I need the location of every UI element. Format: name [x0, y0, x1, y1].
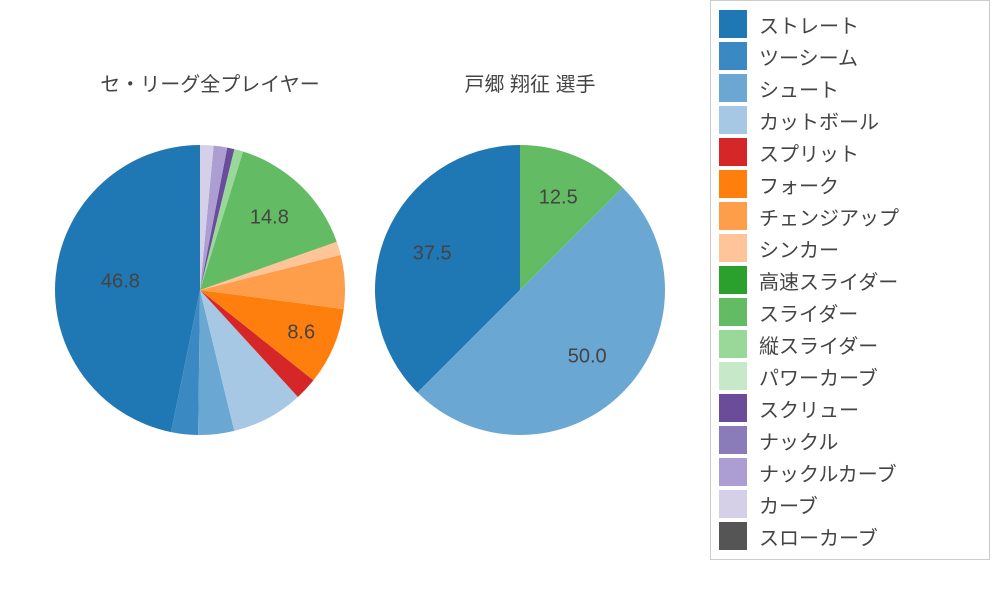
legend-swatch [719, 362, 747, 390]
legend-label: チェンジアップ [759, 202, 899, 231]
legend-label: ストレート [759, 10, 859, 39]
legend-item: ナックルカーブ [719, 457, 981, 487]
legend-swatch [719, 330, 747, 358]
legend-label: パワーカーブ [759, 362, 878, 391]
pie-chart-right [373, 143, 667, 437]
legend-swatch [719, 490, 747, 518]
legend-label: スローカーブ [759, 522, 878, 551]
legend-item: 縦スライダー [719, 329, 981, 359]
legend-item: スライダー [719, 297, 981, 327]
legend-item: スクリュー [719, 393, 981, 423]
pie-value-label: 8.6 [287, 322, 315, 345]
legend-item: ツーシーム [719, 41, 981, 71]
legend-swatch [719, 426, 747, 454]
legend-swatch [719, 202, 747, 230]
legend-item: ナックル [719, 425, 981, 455]
legend-label: スプリット [759, 138, 859, 167]
pie-value-label: 12.5 [539, 186, 578, 209]
legend-label: ナックル [759, 426, 838, 455]
legend-item: シンカー [719, 233, 981, 263]
pie-title-left: セ・リーグ全プレイヤー [80, 68, 340, 97]
pie-title-right: 戸郷 翔征 選手 [400, 68, 660, 97]
legend-swatch [719, 42, 747, 70]
legend-item: パワーカーブ [719, 361, 981, 391]
pie-value-label: 50.0 [568, 346, 607, 369]
pie-chart-left [53, 143, 347, 437]
legend-item: 高速スライダー [719, 265, 981, 295]
legend-label: スライダー [759, 298, 858, 327]
pie-value-label: 46.8 [101, 270, 140, 293]
legend-label: 高速スライダー [759, 266, 898, 295]
legend-swatch [719, 10, 747, 38]
legend-swatch [719, 394, 747, 422]
legend-item: フォーク [719, 169, 981, 199]
pie-value-label: 37.5 [413, 242, 452, 265]
pie-value-label: 14.8 [250, 206, 289, 229]
legend-label: シンカー [759, 234, 839, 263]
legend-label: ナックルカーブ [759, 458, 897, 487]
legend-label: カットボール [759, 106, 879, 135]
legend-swatch [719, 234, 747, 262]
legend-item: ストレート [719, 9, 981, 39]
legend-swatch [719, 74, 747, 102]
legend: ストレートツーシームシュートカットボールスプリットフォークチェンジアップシンカー… [710, 0, 990, 560]
legend-label: フォーク [759, 170, 839, 199]
legend-swatch [719, 138, 747, 166]
legend-swatch [719, 106, 747, 134]
legend-item: カットボール [719, 105, 981, 135]
legend-label: ツーシーム [759, 42, 858, 71]
legend-swatch [719, 458, 747, 486]
legend-label: シュート [759, 74, 839, 103]
legend-swatch [719, 266, 747, 294]
legend-swatch [719, 298, 747, 326]
legend-label: スクリュー [759, 394, 859, 423]
legend-label: カーブ [759, 490, 818, 519]
legend-item: カーブ [719, 489, 981, 519]
legend-item: チェンジアップ [719, 201, 981, 231]
legend-label: 縦スライダー [759, 330, 878, 359]
legend-swatch [719, 170, 747, 198]
legend-swatch [719, 522, 747, 550]
legend-item: スローカーブ [719, 521, 981, 551]
chart-container: { "background_color": "#ffffff", "text_c… [0, 0, 1000, 600]
legend-item: シュート [719, 73, 981, 103]
legend-item: スプリット [719, 137, 981, 167]
